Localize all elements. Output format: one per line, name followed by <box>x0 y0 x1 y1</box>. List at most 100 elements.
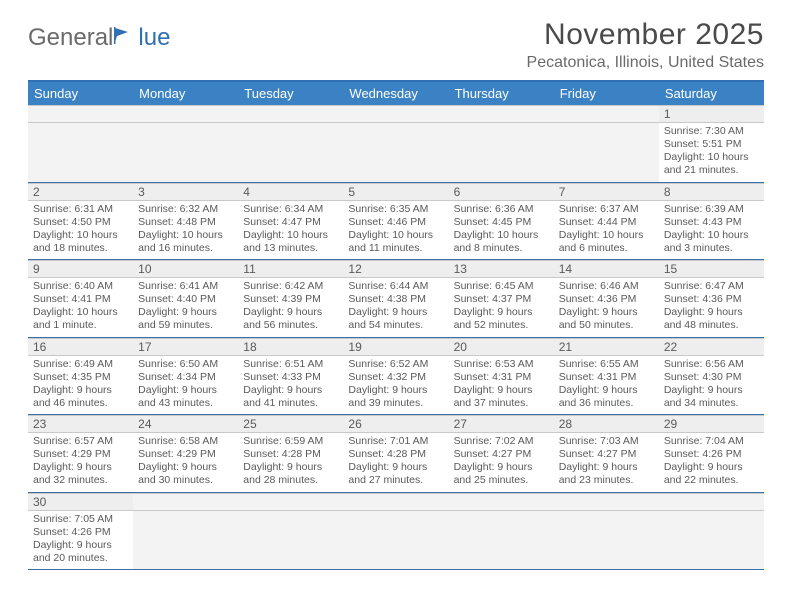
page-header: General lue November 2025 Pecatonica, Il… <box>28 18 764 72</box>
day-detail-line: Sunset: 4:37 PM <box>454 293 550 306</box>
blank-cell <box>449 511 554 570</box>
day-number-row: 9101112131415 <box>28 260 764 278</box>
day-detail-line: Daylight: 9 hours <box>138 306 234 319</box>
day-cell: Sunrise: 7:01 AMSunset: 4:28 PMDaylight:… <box>343 433 448 492</box>
day-cell: Sunrise: 6:56 AMSunset: 4:30 PMDaylight:… <box>659 356 764 415</box>
week-row: Sunrise: 6:31 AMSunset: 4:50 PMDaylight:… <box>28 201 764 261</box>
day-detail-line: and 3 minutes. <box>664 242 760 255</box>
day-detail-line: and 6 minutes. <box>559 242 655 255</box>
day-detail-line: and 27 minutes. <box>348 474 444 487</box>
day-number: 14 <box>554 261 659 277</box>
day-detail-line: Sunset: 4:28 PM <box>243 448 339 461</box>
day-detail-line: Daylight: 9 hours <box>454 461 550 474</box>
day-detail-line: Sunrise: 6:51 AM <box>243 358 339 371</box>
day-detail-line: Sunrise: 6:59 AM <box>243 435 339 448</box>
day-detail-line: Sunrise: 7:30 AM <box>664 125 760 138</box>
day-detail-line: Sunset: 4:32 PM <box>348 371 444 384</box>
day-number: . <box>343 494 448 510</box>
day-cell: Sunrise: 6:32 AMSunset: 4:48 PMDaylight:… <box>133 201 238 260</box>
day-detail-line: Daylight: 9 hours <box>33 539 129 552</box>
day-detail-line: Sunrise: 7:05 AM <box>33 513 129 526</box>
day-detail-line: Daylight: 10 hours <box>664 151 760 164</box>
blank-cell <box>449 123 554 182</box>
day-cell: Sunrise: 6:39 AMSunset: 4:43 PMDaylight:… <box>659 201 764 260</box>
day-detail-line: Daylight: 10 hours <box>348 229 444 242</box>
day-cell: Sunrise: 6:34 AMSunset: 4:47 PMDaylight:… <box>238 201 343 260</box>
day-detail-line: and 16 minutes. <box>138 242 234 255</box>
day-detail-line: and 43 minutes. <box>138 397 234 410</box>
blank-cell <box>554 511 659 570</box>
day-number: . <box>659 494 764 510</box>
blank-cell <box>133 511 238 570</box>
day-detail-line: Sunrise: 6:44 AM <box>348 280 444 293</box>
day-detail-line: and 30 minutes. <box>138 474 234 487</box>
day-detail-line: Sunrise: 7:03 AM <box>559 435 655 448</box>
day-number: 21 <box>554 339 659 355</box>
day-number: 23 <box>28 416 133 432</box>
day-cell: Sunrise: 6:51 AMSunset: 4:33 PMDaylight:… <box>238 356 343 415</box>
day-header-row: SundayMondayTuesdayWednesdayThursdayFrid… <box>28 82 764 105</box>
day-detail-line: Sunrise: 6:52 AM <box>348 358 444 371</box>
day-detail-line: Sunrise: 6:41 AM <box>138 280 234 293</box>
day-detail-line: Sunset: 4:30 PM <box>664 371 760 384</box>
day-number: 24 <box>133 416 238 432</box>
day-cell: Sunrise: 6:36 AMSunset: 4:45 PMDaylight:… <box>449 201 554 260</box>
day-detail-line: and 22 minutes. <box>664 474 760 487</box>
day-detail-line: and 32 minutes. <box>33 474 129 487</box>
logo-text-1: General <box>28 24 113 52</box>
day-number: 12 <box>343 261 448 277</box>
day-detail-line: and 11 minutes. <box>348 242 444 255</box>
day-cell: Sunrise: 7:30 AMSunset: 5:51 PMDaylight:… <box>659 123 764 182</box>
day-number: . <box>449 106 554 122</box>
day-detail-line: and 25 minutes. <box>454 474 550 487</box>
day-detail-line: Sunset: 4:36 PM <box>559 293 655 306</box>
day-detail-line: Sunrise: 6:49 AM <box>33 358 129 371</box>
day-cell: Sunrise: 6:40 AMSunset: 4:41 PMDaylight:… <box>28 278 133 337</box>
week-row: Sunrise: 7:30 AMSunset: 5:51 PMDaylight:… <box>28 123 764 183</box>
day-cell: Sunrise: 6:47 AMSunset: 4:36 PMDaylight:… <box>659 278 764 337</box>
day-detail-line: Sunset: 4:28 PM <box>348 448 444 461</box>
day-number: . <box>28 106 133 122</box>
day-header: Friday <box>554 82 659 105</box>
day-number: 20 <box>449 339 554 355</box>
week-row: Sunrise: 7:05 AMSunset: 4:26 PMDaylight:… <box>28 511 764 571</box>
day-detail-line: Sunset: 4:31 PM <box>454 371 550 384</box>
day-number: 7 <box>554 184 659 200</box>
day-cell: Sunrise: 6:46 AMSunset: 4:36 PMDaylight:… <box>554 278 659 337</box>
day-detail-line: Daylight: 9 hours <box>243 306 339 319</box>
blank-cell <box>659 511 764 570</box>
day-detail-line: Daylight: 9 hours <box>559 461 655 474</box>
location: Pecatonica, Illinois, United States <box>527 54 764 72</box>
day-detail-line: Sunset: 4:40 PM <box>138 293 234 306</box>
day-number-row: 2345678 <box>28 183 764 201</box>
day-number: 9 <box>28 261 133 277</box>
day-detail-line: Sunrise: 7:02 AM <box>454 435 550 448</box>
day-cell: Sunrise: 6:58 AMSunset: 4:29 PMDaylight:… <box>133 433 238 492</box>
day-detail-line: and 18 minutes. <box>33 242 129 255</box>
day-number: 28 <box>554 416 659 432</box>
week-row: Sunrise: 6:40 AMSunset: 4:41 PMDaylight:… <box>28 278 764 338</box>
day-number: 26 <box>343 416 448 432</box>
day-cell: Sunrise: 7:05 AMSunset: 4:26 PMDaylight:… <box>28 511 133 570</box>
day-detail-line: and 13 minutes. <box>243 242 339 255</box>
day-detail-line: and 56 minutes. <box>243 319 339 332</box>
day-number: 5 <box>343 184 448 200</box>
day-number-row: ......1 <box>28 105 764 123</box>
blank-cell <box>554 123 659 182</box>
blank-cell <box>133 123 238 182</box>
day-detail-line: Sunrise: 6:35 AM <box>348 203 444 216</box>
flag-icon <box>114 24 136 52</box>
day-detail-line: Sunset: 4:26 PM <box>664 448 760 461</box>
blank-cell <box>238 123 343 182</box>
day-detail-line: Daylight: 9 hours <box>454 306 550 319</box>
day-cell: Sunrise: 6:44 AMSunset: 4:38 PMDaylight:… <box>343 278 448 337</box>
day-number: . <box>238 494 343 510</box>
day-detail-line: Sunrise: 6:58 AM <box>138 435 234 448</box>
day-detail-line: Sunrise: 7:04 AM <box>664 435 760 448</box>
day-detail-line: Sunset: 4:46 PM <box>348 216 444 229</box>
blank-cell <box>238 511 343 570</box>
week-row: Sunrise: 6:57 AMSunset: 4:29 PMDaylight:… <box>28 433 764 493</box>
day-number: . <box>554 106 659 122</box>
day-detail-line: Sunset: 5:51 PM <box>664 138 760 151</box>
day-detail-line: Sunrise: 6:50 AM <box>138 358 234 371</box>
